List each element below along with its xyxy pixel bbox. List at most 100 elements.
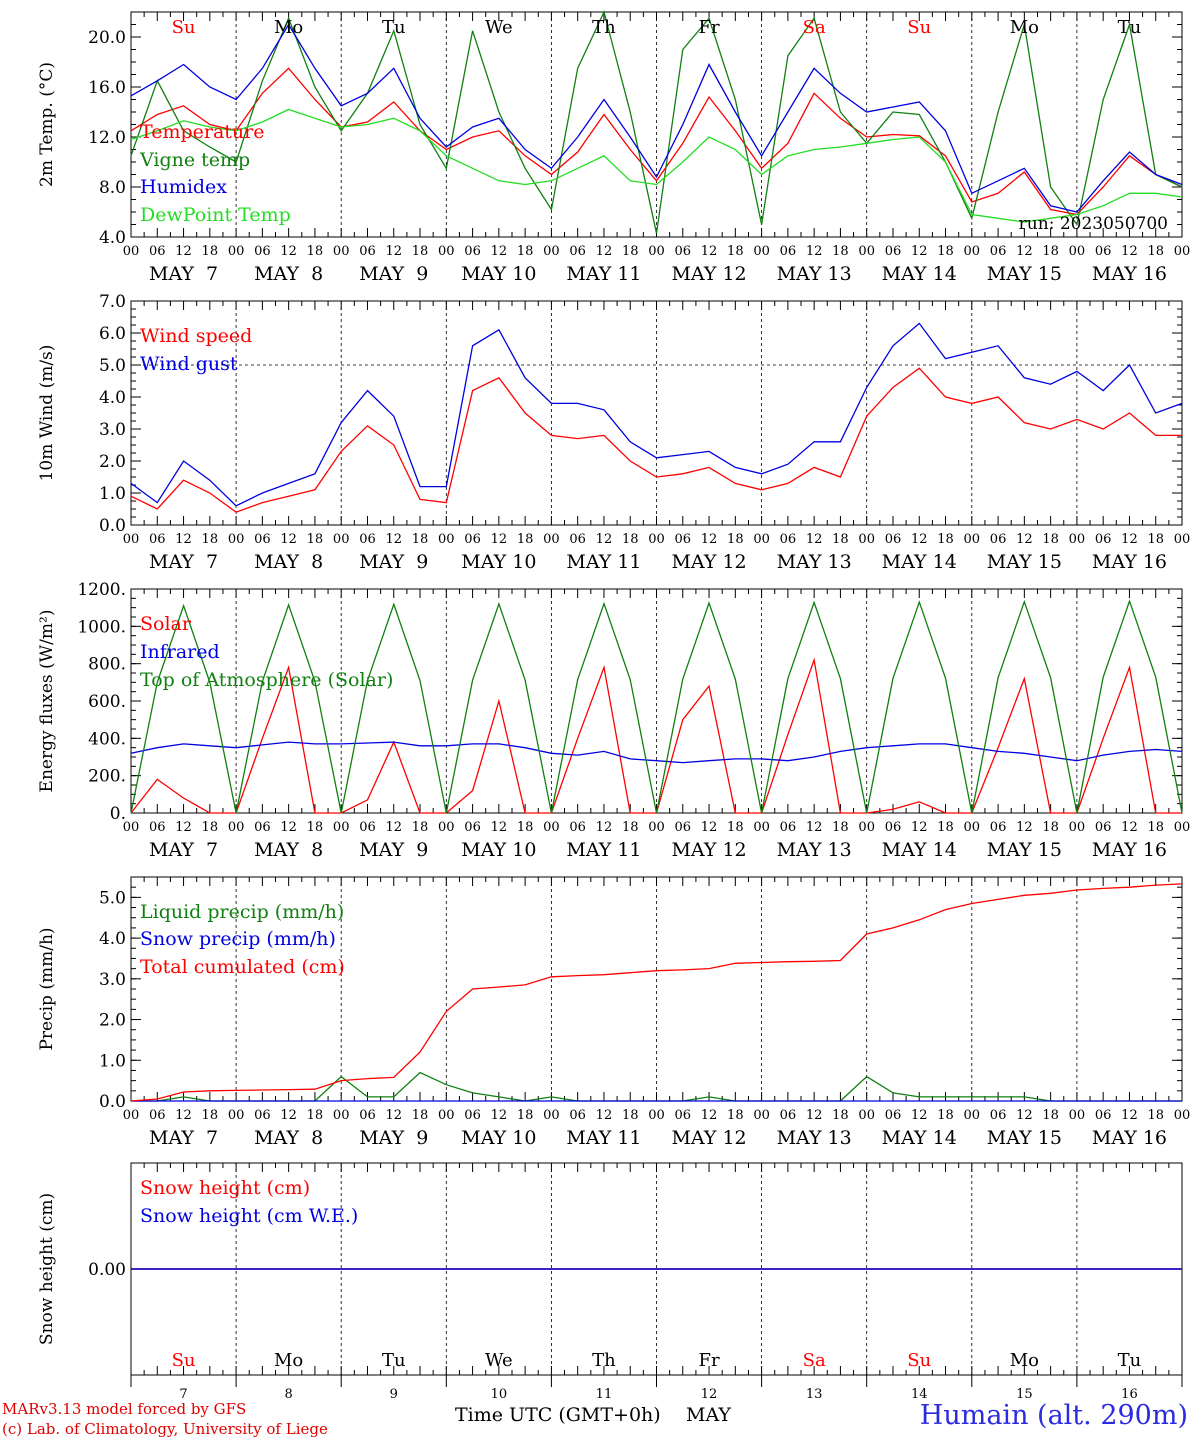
x-hour-label: 18 [517,244,534,259]
x-hour-label: 18 [1147,820,1164,835]
x-hour-label: 06 [780,244,797,259]
x-hour-label: 18 [832,532,849,547]
y-tick-label: 0.0 [99,516,126,536]
x-date-label: MAY 14 [882,551,957,573]
panel-5 [130,1162,1183,1387]
x-hour-label: 06 [780,532,797,547]
day-number-label: 16 [1121,1387,1138,1402]
x-date-label: MAY 11 [566,551,641,573]
y-tick-label: 3.0 [99,970,126,990]
x-hour-label: 12 [701,820,718,835]
series-line-infrared [130,741,1183,764]
x-hour-label: 00 [964,244,981,259]
x-hour-label: 18 [937,820,954,835]
x-date-label: MAY 11 [566,1127,641,1149]
x-hour-label: 06 [1095,820,1112,835]
weekday-label: Th [592,1350,616,1371]
x-hour-label: 18 [622,244,639,259]
x-hour-label: 00 [1069,532,1086,547]
x-date-label: MAY 9 [359,551,428,573]
weekday-label: Sa [803,17,826,38]
x-hour-label: 06 [254,820,271,835]
x-hour-label: 06 [675,820,692,835]
x-hour-label: 12 [1016,1108,1033,1123]
y-axis-label: 2m Temp. (°C) [37,62,57,187]
x-hour-label: 06 [149,1108,166,1123]
weekday-label: We [485,1350,513,1371]
x-hour-label: 00 [1174,244,1191,259]
day-number-label: 9 [390,1387,398,1402]
weekday-label: Tu [1118,17,1142,38]
x-date-label: MAY 10 [461,1127,536,1149]
weekday-label: Sa [803,1350,826,1371]
x-date-label: MAY 14 [882,1127,957,1149]
x-hour-label: 00 [123,244,140,259]
x-hour-label: 00 [543,1108,560,1123]
y-tick-label: 6.0 [99,324,126,344]
day-number-label: 8 [285,1387,293,1402]
x-date-label: MAY 8 [254,839,323,861]
x-hour-label: 18 [517,820,534,835]
y-tick-label: 1.0 [99,1051,126,1071]
panel-2 [130,300,1183,526]
y-tick-label: 4.0 [99,929,126,949]
x-hour-label: 12 [491,1108,508,1123]
weekday-label: Fr [699,1350,720,1371]
x-hour-label: 18 [202,1108,219,1123]
x-hour-label: 06 [1095,1108,1112,1123]
x-hour-label: 00 [1069,244,1086,259]
x-hour-label: 00 [438,820,455,835]
plot-frame [130,300,1183,526]
x-hour-label: 00 [333,1108,350,1123]
plot-frame [130,588,1183,814]
day-number-label: 7 [179,1387,187,1402]
x-hour-label: 06 [359,532,376,547]
x-hour-label: 00 [753,244,770,259]
x-date-label: MAY 13 [777,1127,852,1149]
x-hour-label: 00 [964,820,981,835]
legend-label: Wind speed [140,325,252,347]
x-hour-label: 12 [1121,532,1138,547]
day-number-label: 10 [491,1387,508,1402]
legend-label: Solar [140,613,192,635]
x-hour-label: 06 [464,820,481,835]
x-hour-label: 12 [280,1108,297,1123]
legend-label: Wind gust [140,353,238,375]
y-tick-label: 3.0 [99,420,126,440]
lab-credit: (c) Lab. of Climatology, University of L… [2,1420,328,1438]
x-hour-label: 18 [937,532,954,547]
y-tick-label: 5.0 [99,356,126,376]
x-hour-label: 18 [307,532,324,547]
weekday-label: Mo [274,17,303,38]
x-hour-label: 06 [254,532,271,547]
x-hour-label: 00 [858,532,875,547]
x-hour-label: 00 [123,820,140,835]
x-date-label: MAY 10 [461,839,536,861]
weekday-label: Mo [274,1350,303,1371]
x-date-label: MAY 12 [671,263,746,285]
x-hour-label: 18 [307,1108,324,1123]
x-hour-label: 06 [1095,244,1112,259]
x-hour-label: 06 [990,532,1007,547]
x-date-label: MAY 13 [777,263,852,285]
y-tick-label: 4.0 [99,228,126,248]
y-axis-label: Snow height (cm) [37,1193,57,1345]
x-hour-label: 00 [228,1108,245,1123]
x-hour-label: 12 [701,532,718,547]
x-hour-label: 12 [911,1108,928,1123]
series-line-vigne-temp [130,10,1183,234]
x-hour-label: 18 [937,244,954,259]
x-hour-label: 18 [412,1108,429,1123]
weekday-label: Tu [382,17,406,38]
day-number-label: 15 [1016,1387,1033,1402]
x-hour-label: 18 [832,820,849,835]
weekday-label: Tu [1118,1350,1142,1371]
x-hour-label: 06 [1095,532,1112,547]
x-date-label: MAY 7 [149,1127,218,1149]
x-hour-label: 00 [543,244,560,259]
model-credit: MARv3.13 model forced by GFS [2,1400,247,1418]
x-hour-label: 06 [149,244,166,259]
x-hour-label: 00 [964,1108,981,1123]
series-line-top-of-atmosphere-solar- [130,599,1183,814]
legend-label: Top of Atmosphere (Solar) [140,669,393,691]
